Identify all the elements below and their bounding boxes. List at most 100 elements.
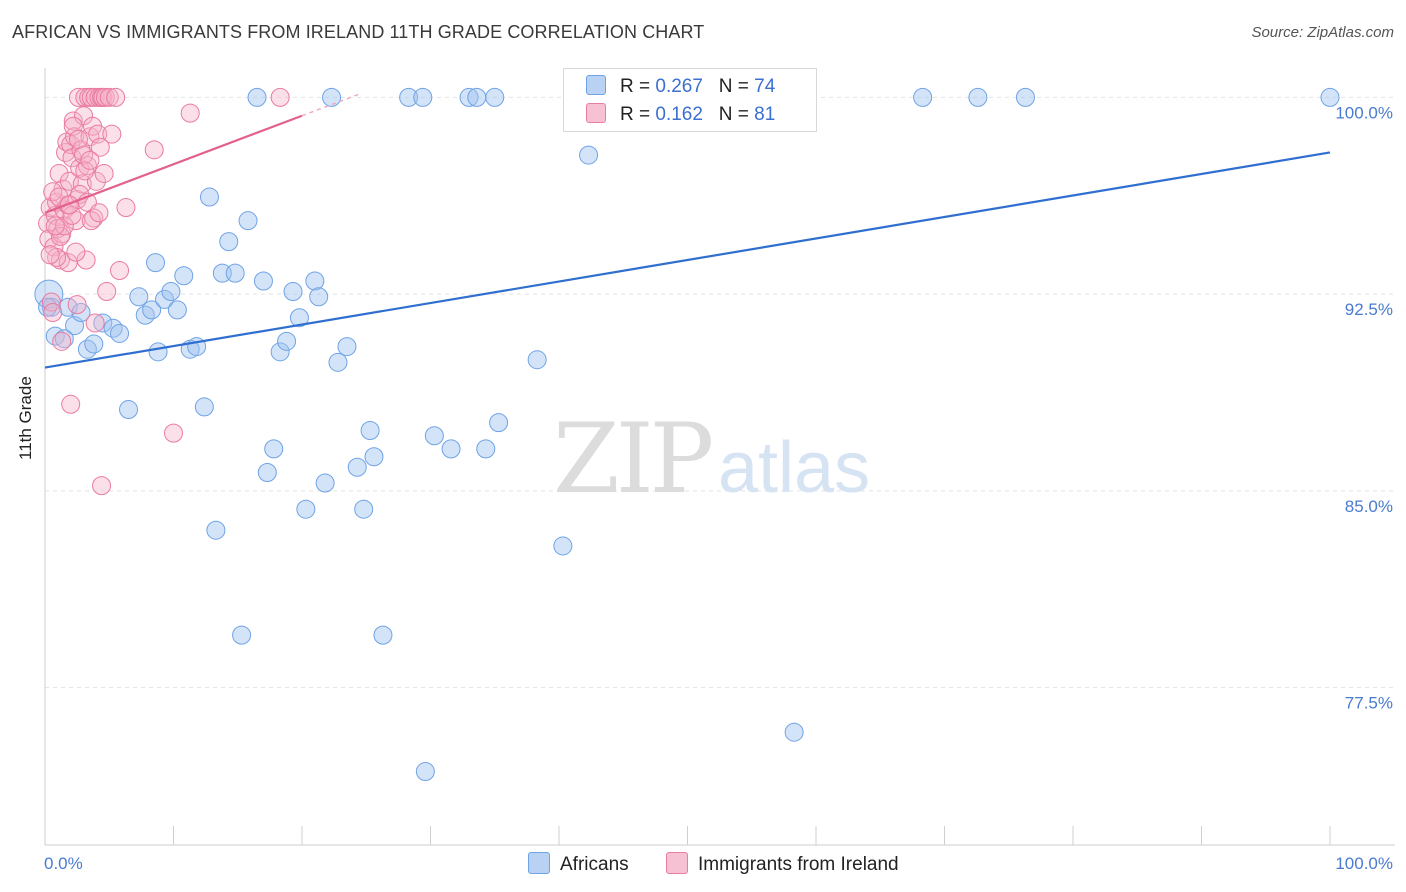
africans-point xyxy=(129,287,149,307)
ireland-point xyxy=(74,145,94,165)
africans-point xyxy=(476,439,496,459)
ireland-point xyxy=(77,156,97,176)
africans-point xyxy=(264,439,284,459)
africans-point xyxy=(161,281,181,301)
africans-point xyxy=(148,342,168,362)
africans-point xyxy=(1320,87,1340,107)
africans-point xyxy=(296,499,316,519)
africans-point xyxy=(399,87,419,107)
bottom-legend-ireland[interactable]: Immigrants from Ireland xyxy=(666,852,899,876)
africans-r-value: 0.267 xyxy=(655,76,703,97)
correlation-legend: R = 0.267 N = 74 R = 0.162 N = 81 xyxy=(563,68,817,132)
africans-point xyxy=(485,87,505,107)
ireland-point xyxy=(85,313,105,333)
ireland-point xyxy=(92,476,112,496)
legend-n-label: N = xyxy=(718,76,749,97)
y-tick-label: 77.5% xyxy=(1345,694,1393,713)
bottom-legend-africans[interactable]: Africans xyxy=(528,852,629,876)
africans-point xyxy=(219,232,239,252)
africans-point xyxy=(913,87,933,107)
africans-point xyxy=(77,339,97,359)
ireland-point xyxy=(50,226,70,246)
africans-point xyxy=(424,426,444,446)
ireland-point xyxy=(99,87,119,107)
ireland-point xyxy=(68,129,88,149)
africans-point xyxy=(315,473,335,493)
y-tick-label: 85.0% xyxy=(1345,497,1393,516)
africans-point xyxy=(238,211,258,231)
legend-r-label: R = xyxy=(620,104,651,125)
ireland-point xyxy=(89,203,109,223)
ireland-point xyxy=(40,245,60,265)
watermark-atlas: atlas xyxy=(718,428,870,508)
africans-point xyxy=(347,457,367,477)
ireland-point xyxy=(38,213,58,233)
africans-point xyxy=(38,297,58,317)
africans-point xyxy=(553,536,573,556)
ireland-point xyxy=(102,124,122,144)
ireland-point xyxy=(43,302,63,322)
africans-point xyxy=(415,762,435,782)
africans-point xyxy=(354,499,374,519)
africans-point xyxy=(54,329,74,349)
x-tick-label-max: 100.0% xyxy=(1335,854,1393,873)
africans-point xyxy=(93,313,113,333)
ireland-point xyxy=(52,331,72,351)
africans-point xyxy=(146,253,166,273)
africans-point xyxy=(135,305,155,325)
ireland-point xyxy=(110,261,130,280)
ireland-point xyxy=(97,281,117,301)
africans-legend-label: Africans xyxy=(560,854,629,875)
africans-point xyxy=(968,87,988,107)
africans-point xyxy=(1015,87,1035,107)
ireland-point xyxy=(144,140,164,160)
africans-point xyxy=(579,145,599,165)
ireland-swatch xyxy=(586,103,606,123)
ireland-point xyxy=(90,137,110,157)
ireland-point xyxy=(58,253,78,273)
africans-point xyxy=(103,318,123,338)
africans-point xyxy=(413,87,433,107)
africans-point xyxy=(34,279,64,309)
africans-point xyxy=(441,439,461,459)
ireland-point xyxy=(61,394,81,414)
africans-n-value: 74 xyxy=(754,76,776,97)
africans-point xyxy=(253,271,273,291)
ireland-point xyxy=(41,292,61,312)
africans-point xyxy=(459,87,479,107)
ireland-point xyxy=(66,242,86,262)
africans-point xyxy=(194,397,214,417)
africans-point xyxy=(225,263,245,283)
ireland-point xyxy=(80,150,100,170)
ireland-point xyxy=(49,187,69,207)
africans-point xyxy=(110,323,130,343)
africans-point xyxy=(489,413,509,433)
africans-point xyxy=(328,352,348,372)
y-tick-label: 92.5% xyxy=(1345,300,1393,319)
ireland-point xyxy=(75,161,95,181)
africans-point xyxy=(527,350,547,370)
source-label: Source: ZipAtlas.com xyxy=(1251,24,1394,41)
africans-point xyxy=(305,271,325,291)
legend-n-label: N = xyxy=(718,104,749,125)
chart-title: AFRICAN VS IMMIGRANTS FROM IRELAND 11TH … xyxy=(12,22,705,42)
ireland-point xyxy=(180,103,200,123)
y-tick-label: 100.0% xyxy=(1335,103,1393,122)
legend-row-africans: R = 0.267 N = 74 xyxy=(586,75,775,98)
ireland-point xyxy=(94,163,114,183)
africans-point xyxy=(322,87,342,107)
africans-point xyxy=(167,300,187,320)
ireland-point xyxy=(106,87,126,107)
y-axis-label: 11th Grade xyxy=(16,376,35,460)
ireland-point xyxy=(116,198,136,218)
africans-point xyxy=(360,421,380,441)
ireland-n-value: 81 xyxy=(754,104,776,125)
africans-point xyxy=(174,266,194,286)
africans-legend-swatch xyxy=(528,852,550,874)
africans-point xyxy=(364,447,384,467)
africans-point xyxy=(199,187,219,207)
africans-point xyxy=(206,520,226,540)
ireland-point xyxy=(270,87,290,107)
africans-point xyxy=(309,287,329,307)
